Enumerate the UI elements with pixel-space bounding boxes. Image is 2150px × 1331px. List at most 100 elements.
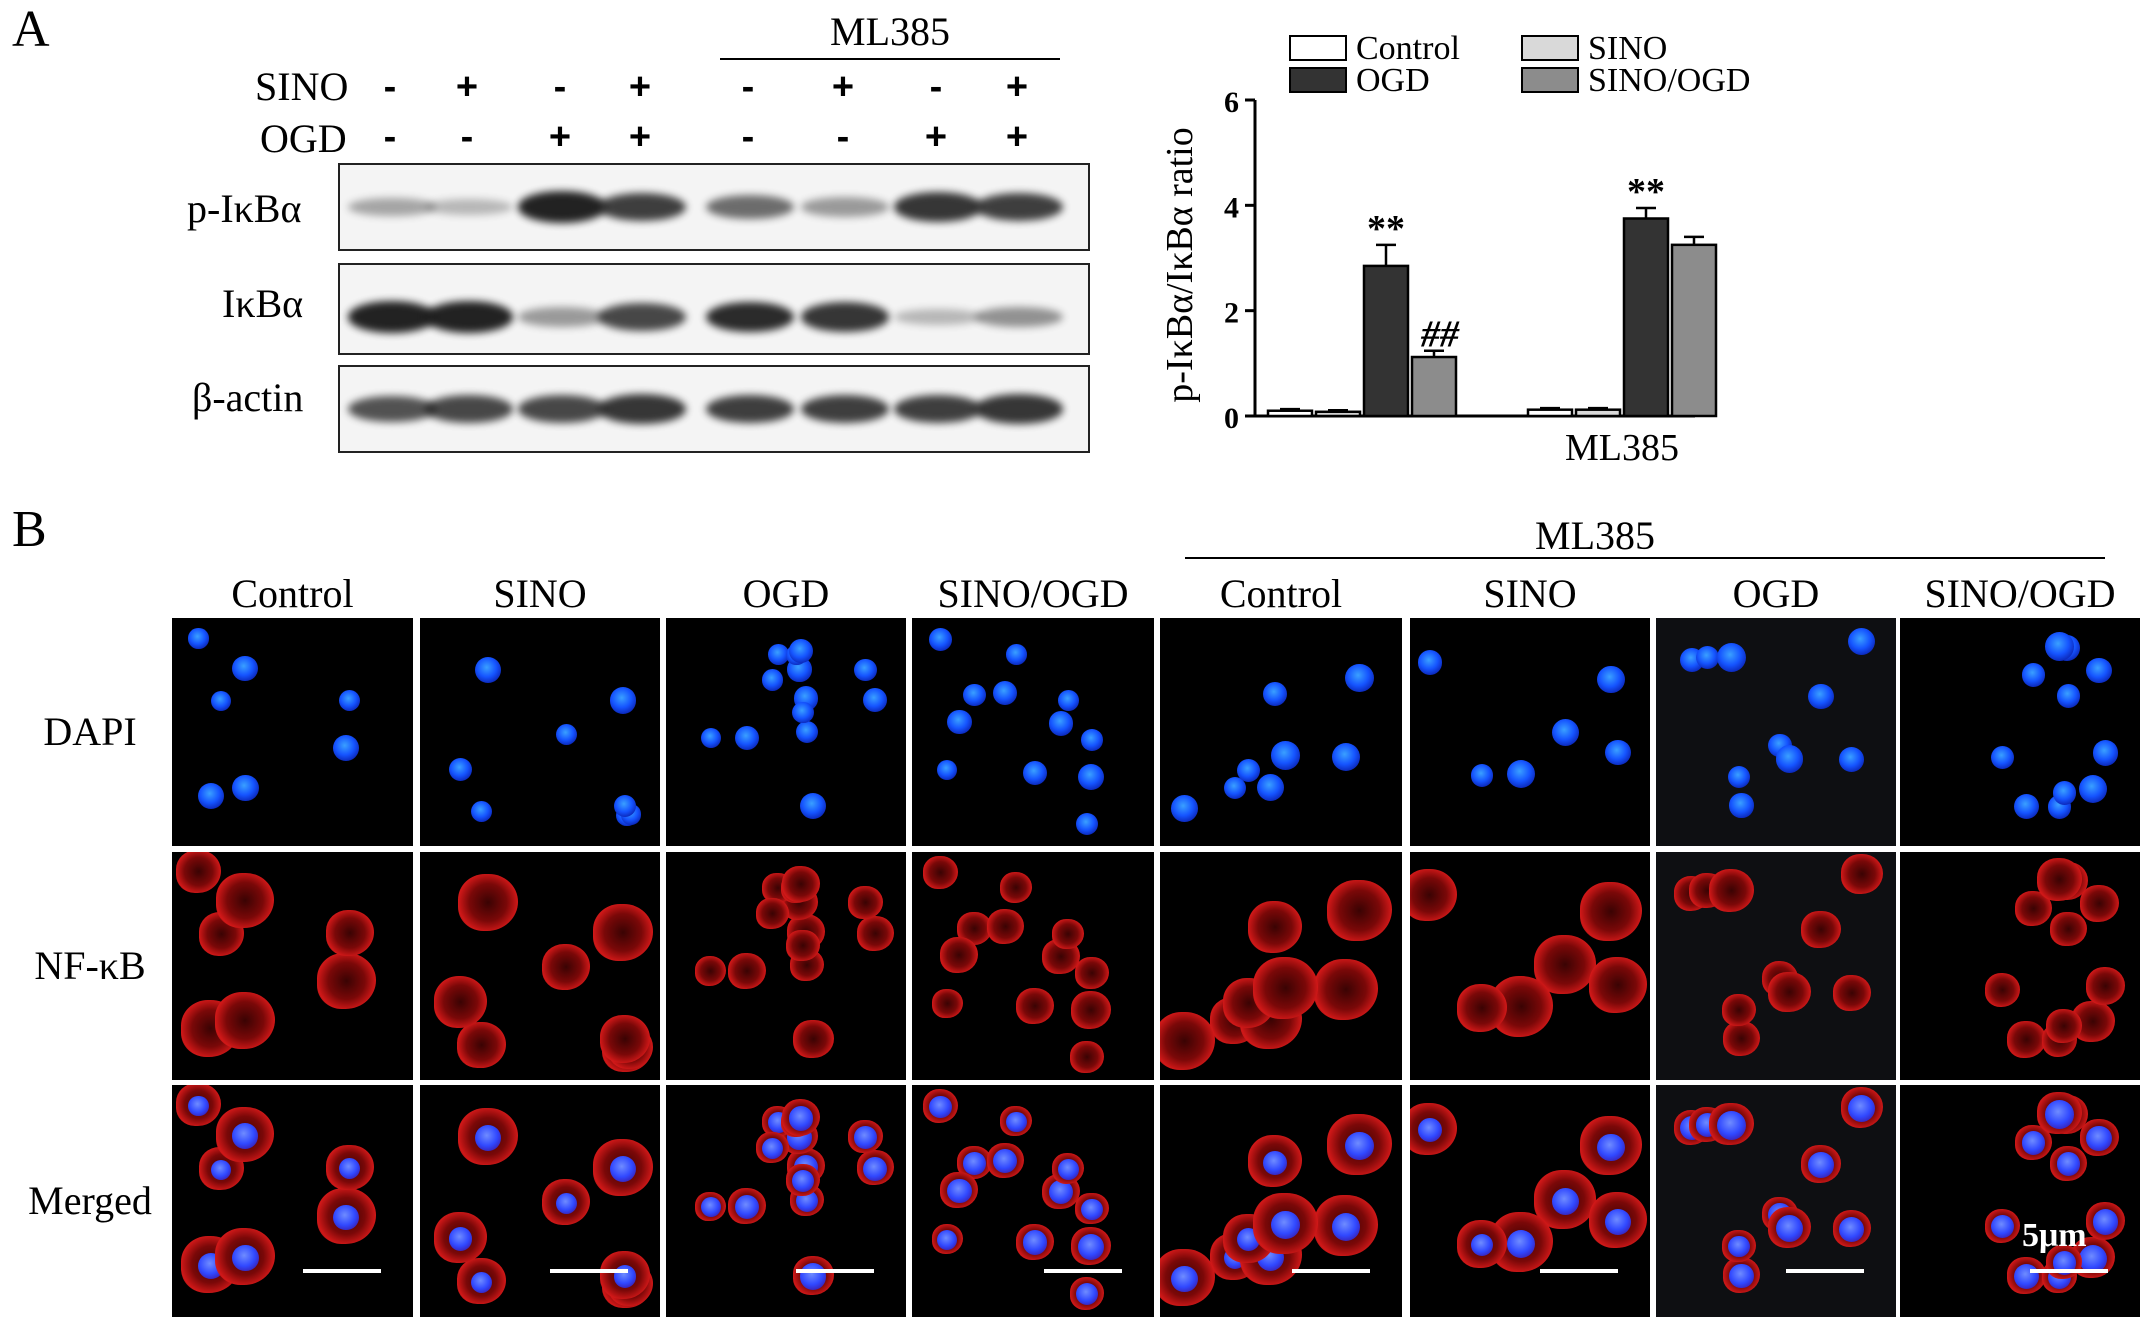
ogd-sign-0: -	[383, 116, 397, 158]
nucleus	[188, 628, 209, 649]
nucleus	[1775, 1214, 1804, 1243]
cytoplasm	[923, 856, 959, 890]
nucleus	[474, 657, 502, 684]
nucleus	[339, 689, 361, 711]
nucleus	[2014, 1264, 2040, 1290]
nucleus	[1848, 627, 1876, 655]
nucleus	[609, 1155, 636, 1182]
micrograph-nfb-0	[172, 852, 413, 1080]
cytoplasm	[1069, 1040, 1104, 1074]
nucleus	[800, 792, 827, 820]
nucleus	[232, 1244, 259, 1272]
micrograph-dapi-1	[420, 618, 660, 846]
cytoplasm	[695, 956, 727, 987]
cytoplasm	[216, 873, 275, 929]
sino-sign-3: +	[628, 66, 652, 108]
nucleus	[1048, 711, 1073, 736]
scale-bar	[796, 1269, 874, 1273]
blot-band	[348, 301, 436, 333]
nucleus	[734, 725, 760, 751]
nucleus	[1048, 1180, 1073, 1205]
column-title-1: SINO	[493, 571, 587, 616]
y-tick-label: 4	[1224, 191, 1239, 224]
nucleus	[1507, 1229, 1536, 1258]
nucleus	[1271, 1210, 1300, 1240]
nucleus	[946, 1178, 972, 1204]
nucleus	[1257, 773, 1285, 801]
micrograph-merged-6	[1656, 1085, 1896, 1317]
nucleus	[1808, 1152, 1834, 1178]
panel-a-letter: A	[12, 1, 50, 58]
scale-bar	[2030, 1269, 2108, 1273]
blot-band	[706, 394, 794, 424]
nucleus	[929, 628, 953, 651]
row-title-nfb: NF-κB	[34, 943, 146, 988]
nucleus	[761, 1137, 784, 1159]
sino-sign-4: -	[741, 66, 755, 108]
nucleus	[1081, 729, 1103, 752]
bar-sino-ogd	[1410, 355, 1458, 418]
nucleus	[788, 1106, 814, 1131]
nucleus	[2052, 1251, 2076, 1275]
cytoplasm	[457, 1021, 506, 1068]
legend-swatch	[1289, 67, 1347, 93]
blot-label-p-ikba: p-IκBα	[187, 186, 302, 231]
micrograph-merged-0	[172, 1085, 413, 1317]
nucleus	[1057, 690, 1079, 712]
nucleus	[232, 774, 259, 802]
blot-ml385-label: ML385	[830, 9, 950, 54]
nucleus	[2086, 658, 2112, 684]
significance-label: ##	[1420, 314, 1460, 356]
nucleus	[2014, 793, 2040, 820]
blot-band	[348, 395, 436, 423]
blot-band	[598, 303, 686, 331]
bar-sino	[1314, 410, 1362, 418]
nucleus	[937, 759, 958, 781]
blot-band	[348, 197, 436, 217]
scale-bar	[550, 1269, 628, 1273]
nucleus	[333, 735, 360, 762]
cytoplasm	[542, 944, 591, 990]
blot-b-actin	[338, 365, 1090, 453]
cytoplasm	[458, 874, 519, 932]
cytoplasm	[1327, 880, 1392, 941]
nucleus	[1417, 1118, 1442, 1143]
sino-sign-6: -	[929, 66, 943, 108]
cytoplasm	[986, 908, 1024, 944]
scale-bar	[1292, 1269, 1370, 1273]
column-title-4: Control	[1219, 571, 1343, 616]
ogd-sign-5: -	[836, 116, 850, 158]
scale-bar	[1540, 1269, 1618, 1273]
bar-ogd	[1362, 264, 1410, 418]
nucleus	[946, 709, 972, 735]
ogd-sign-7: +	[1005, 116, 1029, 158]
scale-bar	[303, 1269, 381, 1273]
nucleus	[1839, 1216, 1865, 1242]
ogd-sign-4: -	[741, 116, 755, 158]
nucleus	[767, 644, 789, 666]
nucleus	[1331, 1212, 1360, 1241]
cytoplasm	[1709, 868, 1754, 912]
nucleus	[993, 1149, 1018, 1174]
micrograph-merged-1	[420, 1085, 660, 1317]
row-title-dapi: DAPI	[43, 709, 137, 754]
nucleus	[339, 1157, 361, 1180]
nucleus	[1695, 645, 1720, 670]
nucleus	[2078, 1244, 2107, 1273]
blot-band	[425, 395, 513, 423]
nucleus	[1717, 642, 1747, 672]
nucleus	[929, 1095, 953, 1119]
nucleus	[1023, 1230, 1048, 1255]
nucleus	[1727, 765, 1750, 788]
ogd-sign-2: +	[548, 116, 572, 158]
nucleus	[1839, 747, 1865, 773]
sino-row-label: SINO	[255, 64, 349, 109]
cytoplasm	[600, 1015, 651, 1063]
chart-axes: 0 2 4 6	[1224, 86, 1695, 435]
legend-swatch	[1521, 67, 1579, 93]
cytoplasm	[1721, 993, 1756, 1026]
cytoplasm	[1840, 854, 1883, 895]
nucleus	[609, 687, 636, 714]
bar-sino	[1574, 408, 1622, 418]
micrograph-nfb-5	[1410, 852, 1650, 1080]
